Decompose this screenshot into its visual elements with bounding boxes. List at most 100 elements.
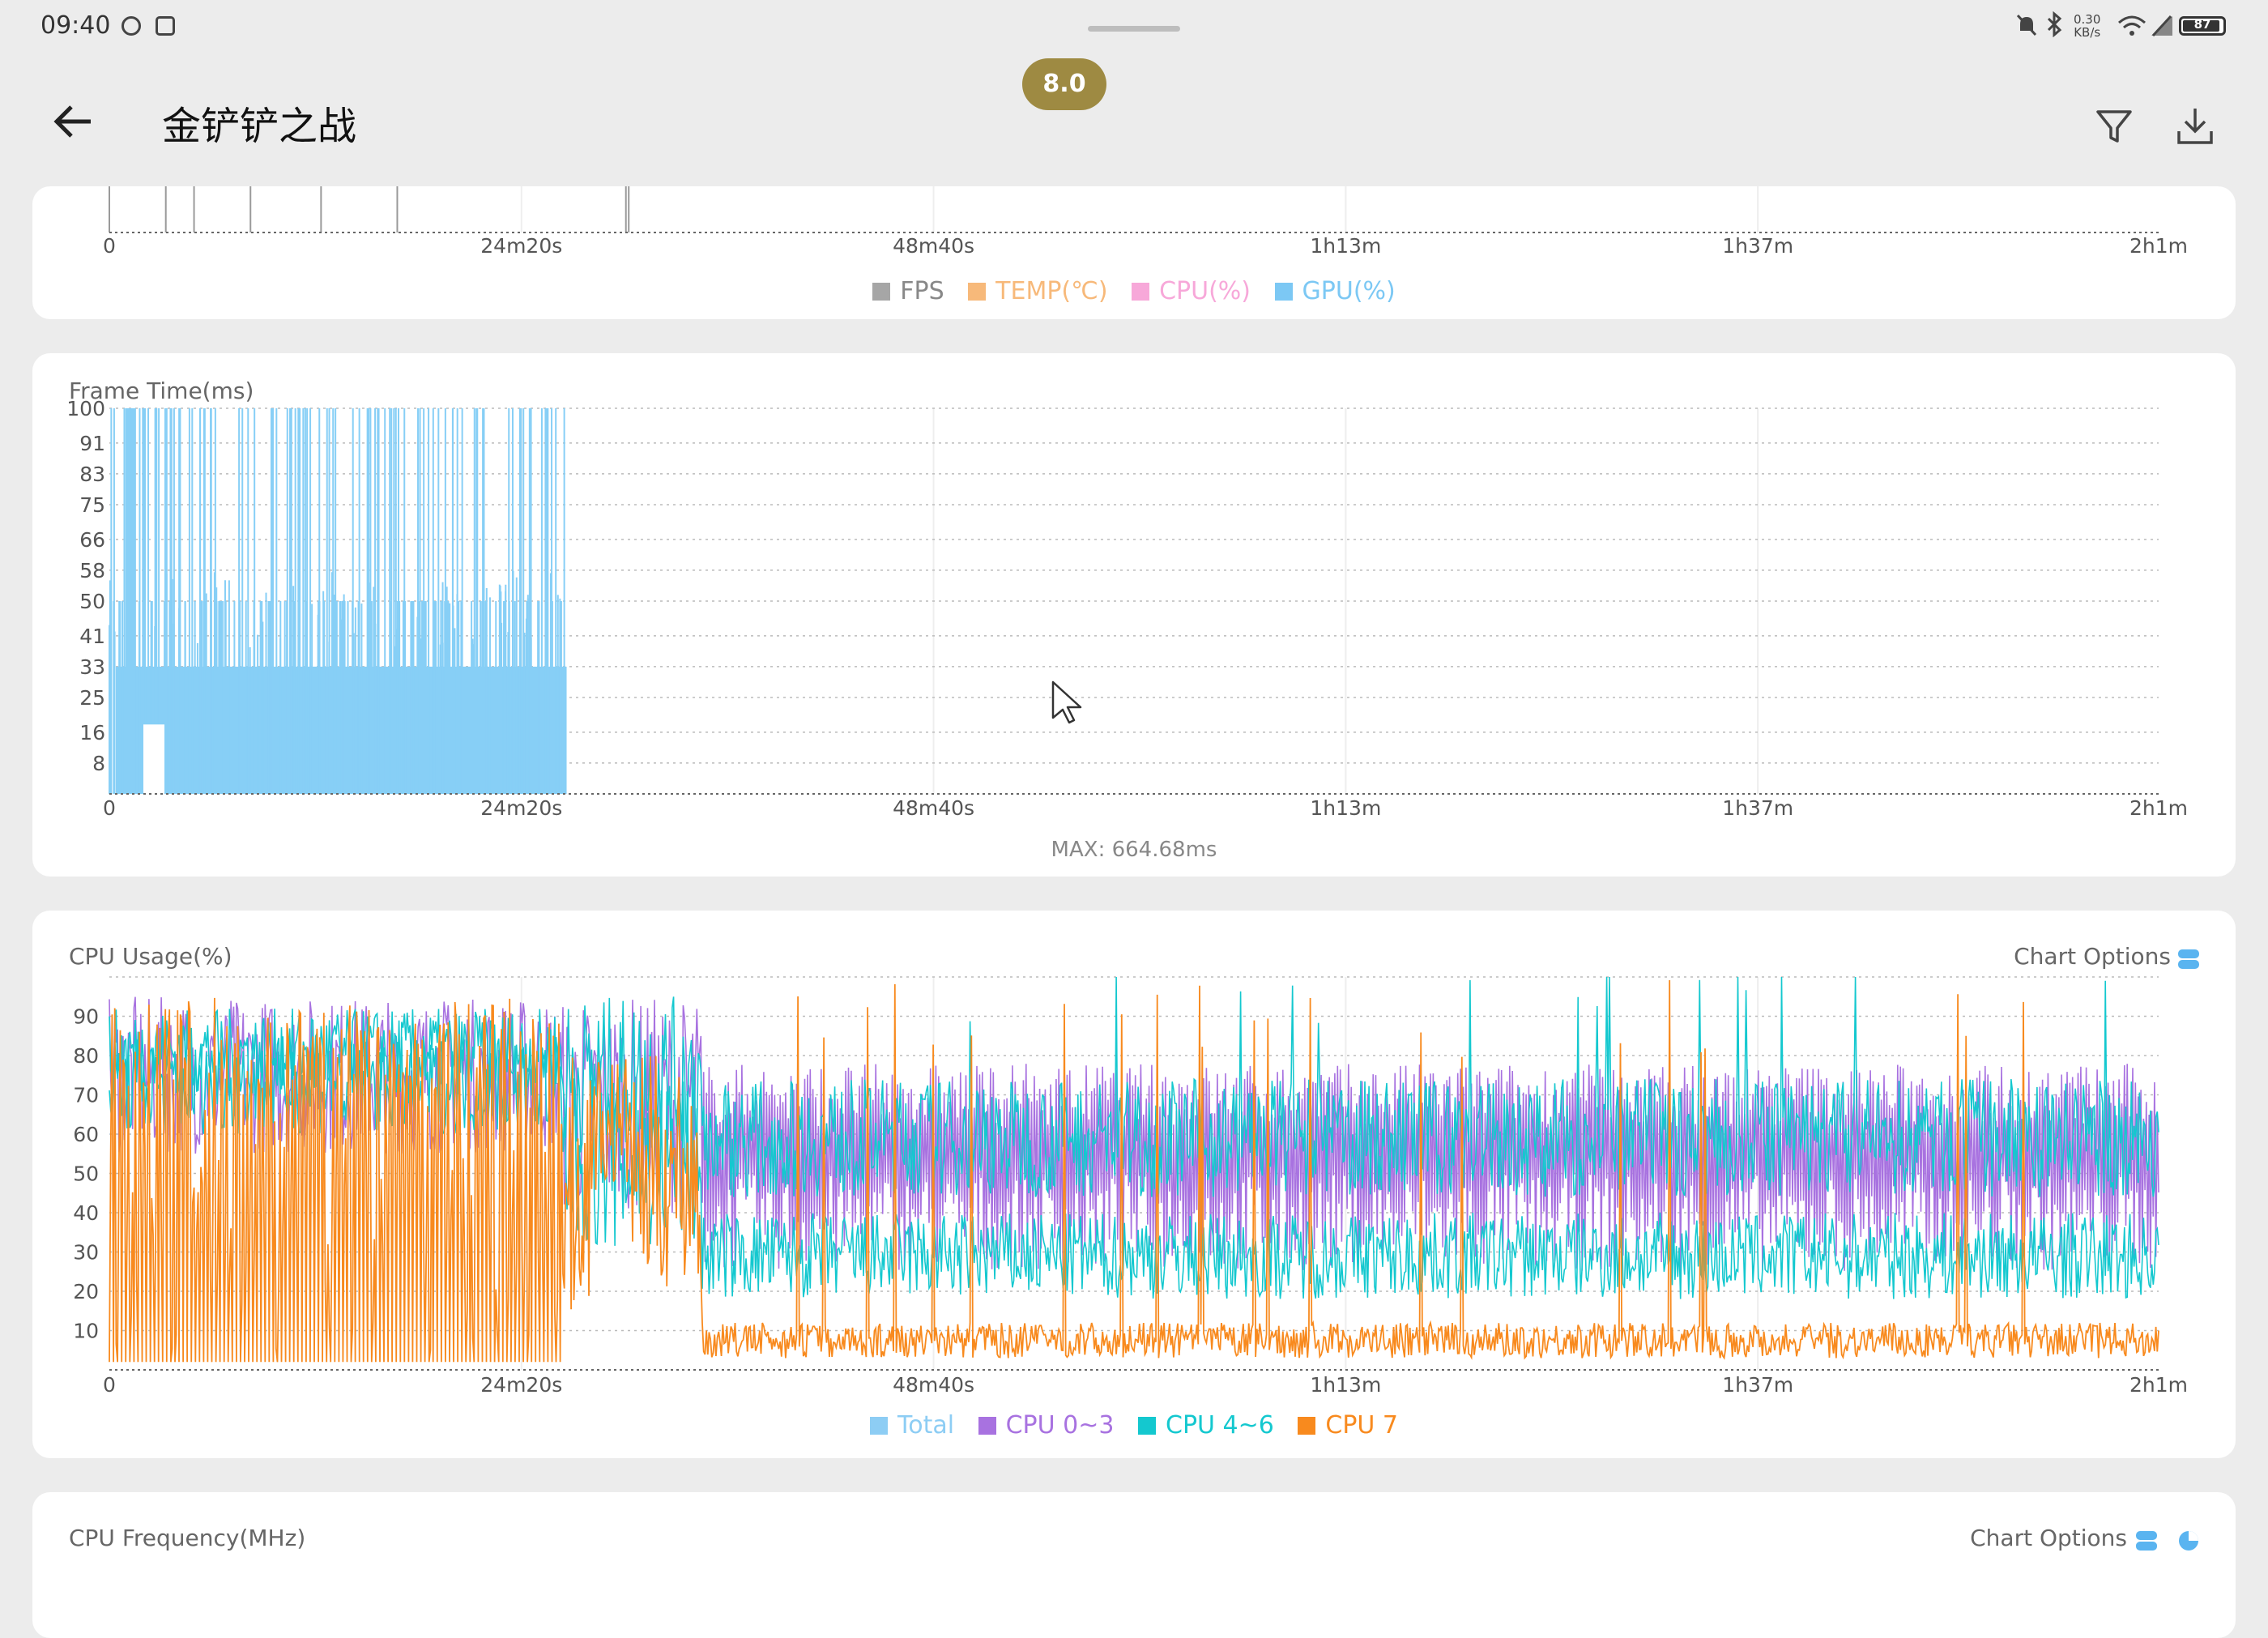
legend-cpu-4-6-label: CPU 4~6 xyxy=(1166,1411,1274,1440)
battery-level: 87 xyxy=(2193,17,2211,32)
x-tick-label: 24m20s xyxy=(480,1373,562,1397)
legend-temp[interactable]: TEMP(℃) xyxy=(968,277,1108,305)
overview-chart[interactable]: 0 24m20s 48m40s 1h13m 1h37m 2h1m xyxy=(32,186,2236,319)
frame-time-chart[interactable]: 8 16 25 33 41 50 58 66 75 83 91 100 0 24m20s 48m40s 1h1… xyxy=(32,353,2236,877)
y-tick-label: 75 xyxy=(79,493,105,517)
cpu-frequency-card: CPU Frequency(MHz) Chart Options xyxy=(32,1492,2236,1638)
legend-gpu[interactable]: GPU(%) xyxy=(1274,277,1396,305)
x-tick-label: 2h1m xyxy=(2129,796,2188,820)
legend-total-swatch xyxy=(869,1417,888,1435)
y-tick-label: 8 xyxy=(92,752,105,775)
status-time: 09:40 xyxy=(40,11,111,40)
legend-cpu-0-3-swatch xyxy=(978,1417,996,1435)
signal-slash-icon xyxy=(2151,15,2172,37)
x-tick-label: 2h1m xyxy=(2129,234,2188,258)
chart-options-toggle-icon[interactable] xyxy=(2135,1529,2158,1552)
legend-fps-label: FPS xyxy=(900,277,944,305)
frame-time-spike xyxy=(126,408,135,794)
x-tick-label: 24m20s xyxy=(480,234,562,258)
wifi-icon xyxy=(2118,15,2146,36)
cpu-frequency-title: CPU Frequency(MHz) xyxy=(69,1525,306,1551)
legend-cpu-swatch xyxy=(1132,283,1150,301)
x-tick-label: 24m20s xyxy=(480,796,562,820)
app-notification-icon xyxy=(156,16,175,36)
network-speed: 0.30 KB/s xyxy=(2074,12,2101,40)
legend-cpu-4-6[interactable]: CPU 4~6 xyxy=(1138,1411,1274,1440)
x-tick-label: 1h13m xyxy=(1310,234,1381,258)
x-tick-label: 48m40s xyxy=(893,234,974,258)
frame-time-title: Frame Time(ms) xyxy=(69,378,254,404)
legend-total[interactable]: Total xyxy=(869,1411,955,1440)
y-tick-label: 100 xyxy=(66,397,105,420)
filter-icon[interactable] xyxy=(2091,104,2137,149)
y-tick-label: 33 xyxy=(79,655,105,679)
x-tick-label: 1h13m xyxy=(1310,796,1381,820)
y-tick-label: 83 xyxy=(79,463,105,486)
page-title: 金铲铲之战 xyxy=(162,104,357,149)
x-tick-label: 48m40s xyxy=(893,1373,974,1397)
x-tick-label: 0 xyxy=(103,796,116,820)
overview-legend: FPS TEMP(℃) CPU(%) GPU(%) xyxy=(32,277,2236,305)
x-tick-label: 1h13m xyxy=(1310,1373,1381,1397)
cpu-usage-card: CPU Usage(%) Chart Options 10 20 30 40 50 60 7… xyxy=(32,911,2236,1458)
mute-icon xyxy=(2016,14,2037,36)
drag-handle[interactable] xyxy=(1088,26,1180,32)
cpu-usage-title: CPU Usage(%) xyxy=(69,943,232,970)
y-tick-label: 70 xyxy=(73,1084,99,1107)
legend-cpu-label: CPU(%) xyxy=(1159,277,1251,305)
y-tick-label: 91 xyxy=(79,432,105,455)
legend-total-label: Total xyxy=(897,1411,955,1440)
cpu-usage-chart[interactable]: 10 20 30 40 50 60 70 80 90 0 24m20s 48m40s 1h13m 1h37… xyxy=(32,911,2236,1458)
legend-fps-swatch xyxy=(872,283,891,301)
cpu-usage-chart-options[interactable]: Chart Options xyxy=(2014,943,2171,970)
cpu-7-line xyxy=(109,979,2159,1363)
frame-time-max: MAX: 664.68ms xyxy=(1051,838,1217,862)
score-badge: 8.0 xyxy=(1022,58,1106,110)
mouse-cursor-icon xyxy=(1051,680,1082,724)
status-bar: 09:40 0.30 KB/s 87 xyxy=(0,0,2268,52)
legend-cpu-0-3-label: CPU 0~3 xyxy=(1005,1411,1115,1440)
back-arrow-icon[interactable] xyxy=(50,99,96,144)
y-tick-label: 66 xyxy=(79,528,105,552)
legend-cpu-4-6-swatch xyxy=(1138,1417,1156,1435)
y-tick-label: 16 xyxy=(79,721,105,744)
x-tick-label: 1h37m xyxy=(1722,1373,1793,1397)
legend-gpu-swatch xyxy=(1274,283,1293,301)
x-tick-label: 2h1m xyxy=(2129,1373,2188,1397)
legend-cpu[interactable]: CPU(%) xyxy=(1132,277,1251,305)
legend-cpu-7-swatch xyxy=(1298,1417,1316,1435)
y-tick-label: 50 xyxy=(79,590,105,613)
y-tick-label: 20 xyxy=(73,1280,99,1303)
y-tick-label: 10 xyxy=(73,1320,99,1343)
k-app-icon xyxy=(122,16,141,36)
download-icon[interactable] xyxy=(2172,104,2218,149)
y-tick-label: 50 xyxy=(73,1162,99,1186)
chart-options-toggle-icon[interactable] xyxy=(2177,948,2200,970)
y-tick-label: 90 xyxy=(73,1005,99,1029)
legend-cpu-7[interactable]: CPU 7 xyxy=(1298,1411,1398,1440)
legend-gpu-label: GPU(%) xyxy=(1302,277,1396,305)
cpu-4-6-line-b xyxy=(109,1036,2159,1299)
x-tick-label: 1h37m xyxy=(1722,796,1793,820)
x-tick-label: 0 xyxy=(103,1373,116,1397)
cpu-usage-legend: Total CPU 0~3 CPU 4~6 CPU 7 xyxy=(32,1411,2236,1440)
frame-time-card: Frame Time(ms) 8 16 25 33 41 50 58 66 75 83 91 100 0… xyxy=(32,353,2236,877)
legend-cpu-7-label: CPU 7 xyxy=(1325,1411,1399,1440)
y-tick-label: 80 xyxy=(73,1044,99,1068)
pie-chart-icon[interactable] xyxy=(2177,1529,2200,1552)
cpu-frequency-chart-options[interactable]: Chart Options xyxy=(1970,1525,2127,1551)
frame-time-gap xyxy=(143,724,164,794)
y-tick-label: 41 xyxy=(79,625,105,648)
bluetooth-icon xyxy=(2047,11,2062,37)
y-tick-label: 40 xyxy=(73,1201,99,1225)
legend-temp-swatch xyxy=(968,283,987,301)
x-tick-label: 48m40s xyxy=(893,796,974,820)
legend-cpu-0-3[interactable]: CPU 0~3 xyxy=(978,1411,1115,1440)
legend-fps[interactable]: FPS xyxy=(872,277,944,305)
legend-temp-label: TEMP(℃) xyxy=(995,277,1108,305)
cpu-4-6-line-a xyxy=(109,976,2159,1197)
y-tick-label: 25 xyxy=(79,686,105,710)
y-tick-label: 30 xyxy=(73,1241,99,1265)
overview-card: 0 24m20s 48m40s 1h13m 1h37m 2h1m FPS TEMP(℃) … xyxy=(32,186,2236,319)
x-tick-label: 0 xyxy=(103,234,116,258)
